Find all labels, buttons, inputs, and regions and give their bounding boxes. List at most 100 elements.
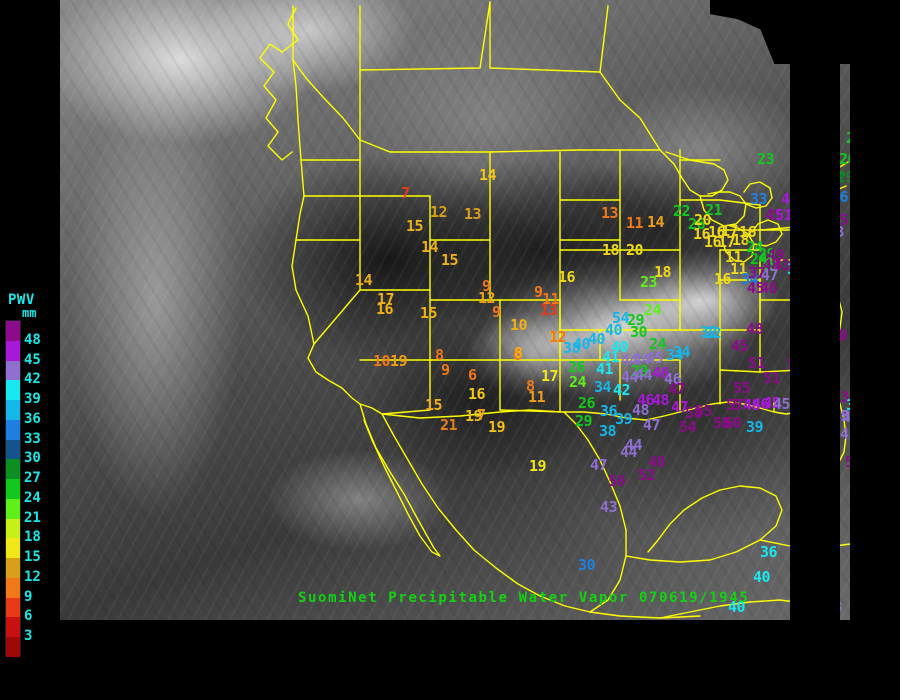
colorbar-segment: [6, 479, 20, 499]
pwv-station-reading: 9: [482, 277, 491, 295]
pwv-station-reading: 12: [548, 328, 566, 346]
pwv-station-reading: 47: [643, 416, 661, 434]
pwv-station-reading: 41: [602, 348, 620, 366]
pwv-station-reading: 52: [845, 453, 850, 471]
pwv-station-reading: 54: [679, 418, 697, 436]
pwv-station-reading: 54: [612, 309, 630, 327]
pwv-station-reading: 23: [640, 273, 658, 291]
pwv-station-reading: 49: [767, 246, 785, 264]
pwv-station-reading: 18: [732, 231, 750, 249]
pwv-station-reading: 19: [488, 418, 506, 436]
right-black-margin: [790, 0, 840, 620]
pwv-station-reading: 40: [611, 338, 629, 356]
pwv-station-reading: 45: [646, 349, 664, 367]
pwv-station-reading: 8: [435, 346, 444, 364]
pwv-station-reading: 14: [647, 213, 665, 231]
pwv-station-reading: 39: [846, 398, 850, 413]
pwv-station-reading: 48: [849, 423, 850, 438]
colorbar-tick-label: 30: [24, 450, 41, 467]
pwv-station-reading: 15: [425, 396, 443, 414]
pwv-station-reading: 43: [773, 256, 791, 274]
pwv-station-reading: 24: [746, 238, 764, 256]
pwv-station-reading: 8: [526, 377, 535, 395]
pwv-station-reading: 42: [613, 381, 631, 399]
pwv-station-reading: 16: [468, 385, 486, 403]
colorbar-segment: [6, 538, 20, 558]
colorbar-tick-label: 9: [24, 588, 33, 605]
pwv-station-reading: 9: [492, 303, 501, 321]
pwv-station-reading: 47: [761, 266, 779, 284]
pwv-station-reading: 13: [464, 205, 482, 223]
pwv-station-reading: 29: [575, 412, 593, 430]
pwv-station-reading: 26: [578, 394, 596, 412]
pwv-station-reading: 14: [355, 271, 373, 289]
pwv-station-reading: 6: [468, 366, 477, 384]
pwv-station-reading: 39: [615, 410, 633, 428]
pwv-station-reading: 45: [763, 394, 781, 412]
pwv-station-reading: 24: [750, 250, 768, 268]
satellite-water-vapor-image: 7 12 13 15 14 15 14 17 16 15 15 10 19 21 19 19 7 16 8 9 6 6 8 1…: [60, 0, 850, 620]
pwv-station-reading: 46: [760, 279, 778, 297]
pwv-station-reading: 48: [652, 391, 670, 409]
pwv-station-reading: 21: [705, 201, 723, 219]
pwv-station-reading: 11: [528, 388, 546, 406]
pwv-station-reading: 20: [626, 241, 644, 259]
pwv-station-reading: 40: [588, 330, 606, 348]
pwv-station-reading: 19: [390, 352, 408, 370]
pwv-station-reading: 18: [654, 263, 672, 281]
pwv-station-reading: 46: [752, 395, 770, 413]
pwv-station-reading: 10: [373, 352, 391, 370]
image-title: SuomiNet Precipitable Water Vapor 070619…: [298, 590, 750, 606]
pwv-station-reading: 15: [441, 251, 459, 269]
colorbar-segment: [6, 558, 20, 578]
colorbar-segment: [6, 498, 20, 519]
pwv-station-reading: 48: [743, 396, 761, 414]
pwv-station-reading: 43: [600, 498, 618, 516]
colorbar-segment: [6, 518, 20, 539]
pwv-station-reading: 37: [748, 264, 766, 282]
colorbar-tick-label: 36: [24, 410, 41, 427]
pwv-station-reading: 24: [649, 335, 667, 353]
pwv-station-reading: 12: [549, 328, 567, 346]
pwv-station-reading: 16: [714, 270, 732, 288]
pwv-station-reading: 57: [726, 396, 744, 414]
pwv-station-reading: 45: [765, 206, 783, 224]
pwv-station-reading: 51: [763, 369, 781, 387]
colorbar-segment: [6, 459, 20, 479]
colorbar-tick-label: 42: [24, 371, 41, 388]
colorbar-segment: [6, 577, 20, 598]
pwv-station-reading: 8: [514, 344, 523, 362]
colorbar-tick-label: 39: [24, 391, 41, 408]
pwv-station-reading: 13: [540, 301, 558, 319]
pwv-station-reading: 46: [637, 391, 655, 409]
pwv-station-reading: 16: [704, 233, 722, 251]
pwv-station-reading: 24: [569, 373, 587, 391]
pwv-station-reading: 38: [563, 339, 581, 357]
pwv-station-reading: 44: [635, 366, 653, 384]
pwv-station-reading: 6: [513, 346, 522, 364]
colorbar-segment: [6, 637, 20, 657]
colorbar-tick-label: 15: [24, 549, 41, 566]
colorbar-segment: [6, 380, 20, 400]
pwv-station-reading: 20: [694, 211, 712, 229]
pwv-station-reading: 21: [440, 416, 458, 434]
pwv-station-reading: 34: [673, 343, 691, 361]
pwv-station-reading: 9: [534, 283, 543, 301]
pwv-station-reading: 28: [760, 256, 778, 274]
colorbar-tick-label: 24: [24, 489, 41, 506]
pwv-station-reading: 15: [406, 217, 424, 235]
pwv-station-reading: 34: [594, 378, 612, 396]
pwv-station-reading: 29: [758, 245, 776, 263]
satellite-dark-regions: [60, 0, 850, 620]
pwv-station-reading: 44: [621, 368, 639, 386]
pwv-station-reading: 19: [529, 457, 547, 475]
pwv-station-reading: 11: [730, 260, 748, 278]
pwv-station-reading: 30: [578, 556, 596, 574]
pwv-station-reading: 32: [700, 323, 718, 341]
pwv-station-reading: 34: [666, 346, 684, 364]
pwv-station-reading: 14: [479, 166, 497, 184]
colorbar-tick-label: 48: [24, 331, 41, 348]
colorbar-segment: [6, 360, 20, 381]
pwv-colorbar-legend: PWV mm 48 45 42 39 36 33 30 27 24 21 18 15 12 9 6 3: [0, 292, 60, 664]
colorbar-segment: [6, 617, 20, 637]
